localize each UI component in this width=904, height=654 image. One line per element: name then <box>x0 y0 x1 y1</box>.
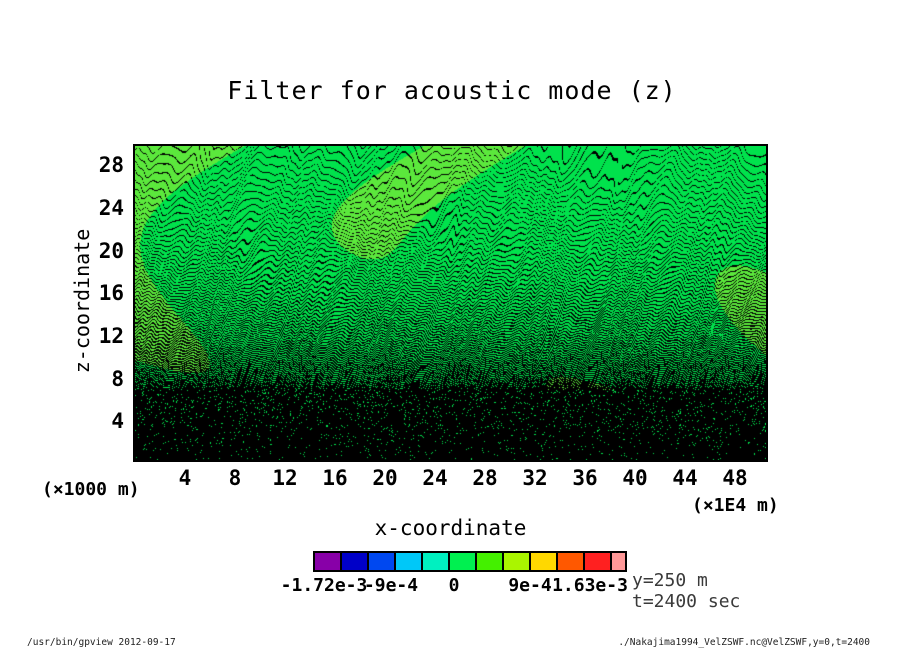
colorbar-tick-label: -1.72e-3 <box>280 575 368 596</box>
y-tick-label: 16 <box>98 281 124 306</box>
x-axis-label: x-coordinate <box>374 516 527 540</box>
colorbar-segment <box>315 553 340 570</box>
x-tick-label: 20 <box>372 466 398 490</box>
x-tick-label: 4 <box>178 466 192 490</box>
x-tick-label: 48 <box>722 466 748 490</box>
colorbar-segment <box>396 553 421 570</box>
y-tick-label: 8 <box>111 366 124 391</box>
colorbar-segment <box>342 553 367 570</box>
y-axis-unit: (×1000 m) <box>42 479 140 500</box>
time-annotation: t=2400 sec <box>632 591 741 612</box>
colorbar-segment <box>612 553 625 570</box>
y-tick-label: 20 <box>98 238 124 263</box>
colorbar-tick-label: 0 <box>448 575 460 596</box>
footer-file: ./Nakajima1994_VelZSWF.nc@VelZSWF,y=0,t=… <box>618 637 870 648</box>
x-tick-label: 8 <box>228 466 242 490</box>
colorbar-tick-label: -9e-4 <box>363 575 419 596</box>
colorbar-segment <box>477 553 502 570</box>
colorbar-segment <box>450 553 475 570</box>
x-tick-label: 16 <box>322 466 348 490</box>
colorbar-segment <box>504 553 529 570</box>
x-tick-label: 28 <box>472 466 498 490</box>
x-axis-unit: (×1E4 m) <box>692 495 779 516</box>
colorbar-segment <box>369 553 394 570</box>
plot-title: Filter for acoustic mode (z) <box>227 76 677 105</box>
x-tick-label: 40 <box>622 466 648 490</box>
colorbar-tick-label: 9e-4 <box>508 575 552 596</box>
contour-plot-canvas <box>135 146 766 460</box>
plot-area <box>133 144 768 462</box>
y-tick-label: 24 <box>98 195 124 220</box>
y-tick-label: 28 <box>98 153 124 178</box>
colorbar-segment <box>531 553 556 570</box>
colorbar-tick-label: 1.63e-3 <box>552 575 628 596</box>
y-tick-label: 12 <box>98 323 124 348</box>
x-tick-label: 24 <box>422 466 448 490</box>
footer-command: /usr/bin/gpview 2012-09-17 <box>27 637 176 648</box>
colorbar-segment <box>423 553 448 570</box>
colorbar <box>313 551 627 572</box>
x-tick-label: 36 <box>572 466 598 490</box>
y-tick-label: 4 <box>111 409 124 434</box>
slice-annotation: y=250 m <box>632 570 708 591</box>
x-tick-label: 12 <box>272 466 298 490</box>
x-tick-label: 44 <box>672 466 698 490</box>
colorbar-segment <box>585 553 610 570</box>
colorbar-segment <box>558 553 583 570</box>
x-tick-label: 32 <box>522 466 548 490</box>
